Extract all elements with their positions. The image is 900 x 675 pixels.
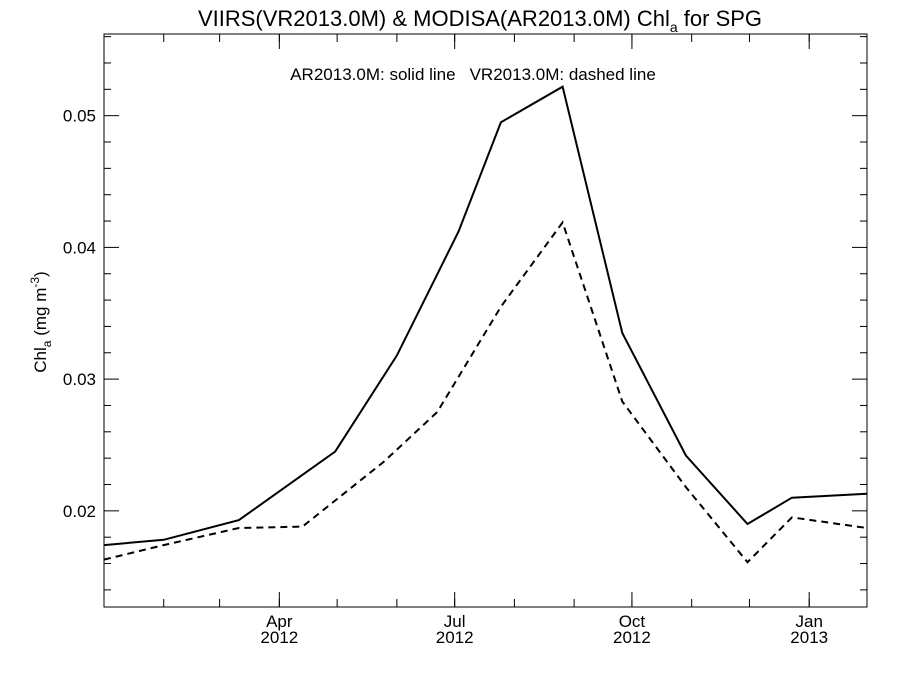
y-axis: 0.02 0.03 0.04 0.05	[63, 107, 867, 521]
y-axis-label-unit: (mg m	[31, 288, 50, 341]
y-tick-label: 0.05	[63, 107, 96, 126]
series-ar2013-0m	[103, 85, 868, 547]
chart-title-subscript: a	[670, 19, 678, 35]
chart-title: VIIRS(VR2013.0M) & MODISA(AR2013.0M) Chl…	[198, 6, 762, 35]
y-axis-label-superscript: -3	[28, 277, 42, 288]
y-axis-label-main: Chl	[31, 347, 50, 373]
series-line	[103, 220, 868, 564]
y-axis-label: Chla (mg m-3)	[28, 271, 54, 372]
y-axis-label-tail: )	[31, 271, 50, 277]
y-tick-label: 0.04	[63, 238, 96, 257]
annotation-solid: AR2013.0M: solid line	[290, 65, 455, 84]
x-tick-label-month: Jul	[444, 612, 466, 631]
y-tick-label: 0.02	[63, 502, 96, 521]
x-tick-label-month: Jan	[795, 612, 822, 631]
x-tick-label-year: 2012	[260, 628, 298, 647]
annotation-dashed: VR2013.0M: dashed line	[470, 65, 656, 84]
series-vr2013-0m	[103, 220, 868, 564]
x-tick-label-year: 2013	[790, 628, 828, 647]
chart-title-main: VIIRS(VR2013.0M) & MODISA(AR2013.0M) Chl	[198, 6, 670, 31]
x-tick-label-year: 2012	[613, 628, 651, 647]
series-line	[103, 85, 868, 547]
y-tick-label: 0.03	[63, 370, 96, 389]
plot-area	[103, 33, 868, 608]
series-annotation: AR2013.0M: solid line VR2013.0M: dashed l…	[290, 65, 656, 84]
y-axis-label-subscript: a	[40, 340, 54, 347]
plot-frame	[103, 33, 868, 608]
x-tick-label-month: Apr	[266, 612, 293, 631]
x-tick-label-month: Oct	[619, 612, 646, 631]
chart-title-tail: for SPG	[678, 6, 762, 31]
series-group	[103, 85, 868, 564]
x-tick-label-year: 2012	[436, 628, 474, 647]
